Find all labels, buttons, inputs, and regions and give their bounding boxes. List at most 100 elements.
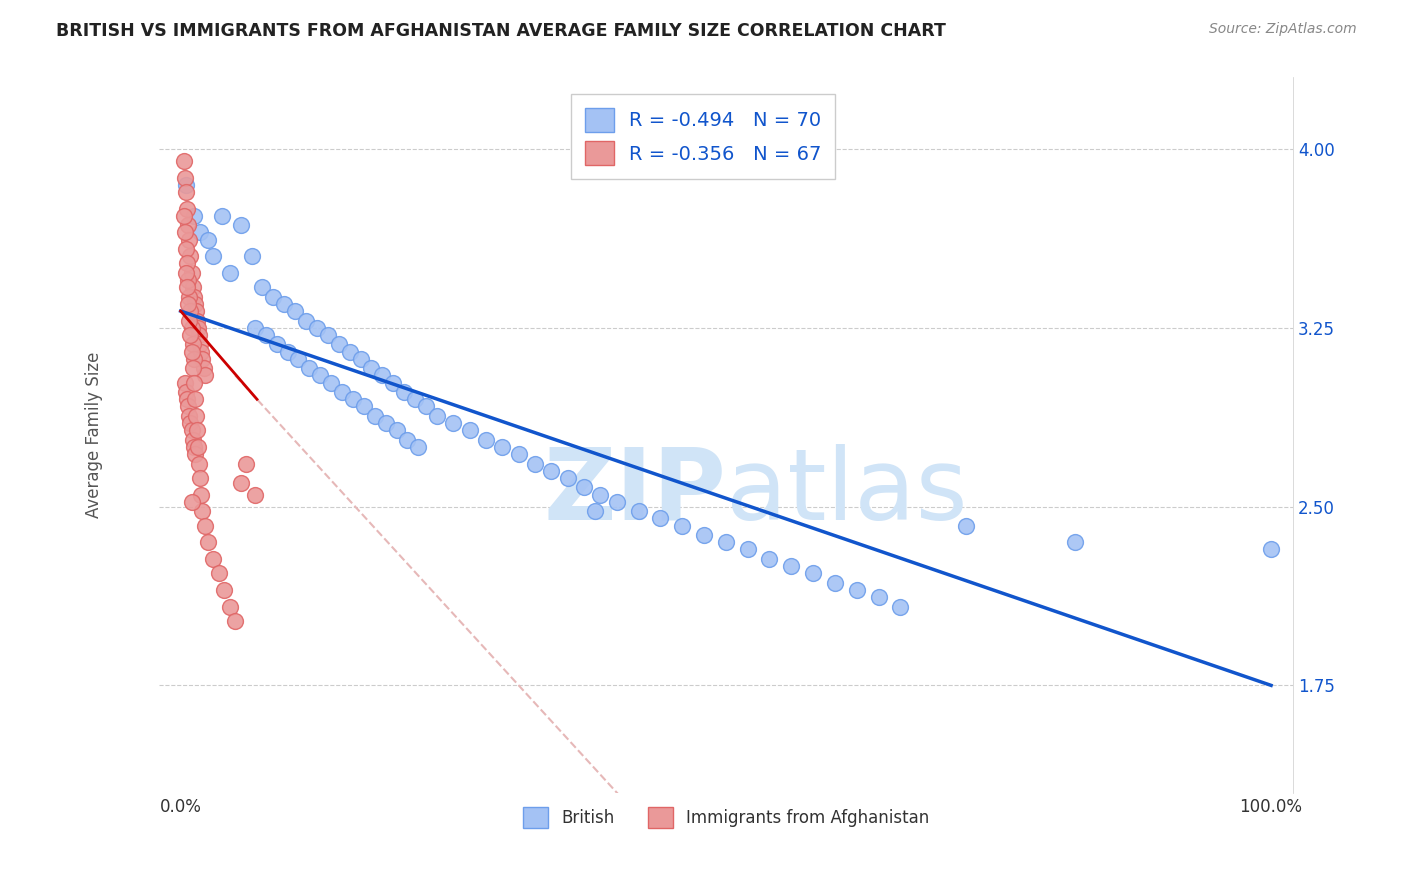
Point bbox=[342, 392, 364, 407]
Point bbox=[441, 416, 464, 430]
Point bbox=[385, 423, 408, 437]
Point bbox=[179, 290, 201, 304]
Point bbox=[298, 361, 321, 376]
Point bbox=[360, 361, 382, 376]
Text: atlas: atlas bbox=[725, 443, 967, 541]
Point bbox=[229, 219, 252, 233]
Text: BRITISH VS IMMIGRANTS FROM AFGHANISTAN AVERAGE FAMILY SIZE CORRELATION CHART: BRITISH VS IMMIGRANTS FROM AFGHANISTAN A… bbox=[56, 22, 946, 40]
Point bbox=[889, 599, 911, 614]
Point bbox=[179, 233, 201, 247]
Point bbox=[181, 280, 204, 294]
Point bbox=[392, 385, 415, 400]
Point bbox=[197, 535, 219, 549]
Point bbox=[179, 416, 201, 430]
Point bbox=[235, 457, 257, 471]
Point bbox=[328, 337, 350, 351]
Point bbox=[671, 518, 693, 533]
Point bbox=[371, 368, 394, 383]
Point bbox=[180, 423, 202, 437]
Point bbox=[868, 590, 890, 604]
Point bbox=[650, 511, 672, 525]
Point bbox=[1260, 542, 1282, 557]
Point bbox=[177, 297, 200, 311]
Point bbox=[191, 504, 214, 518]
Point bbox=[309, 368, 332, 383]
Point bbox=[187, 320, 209, 334]
Point bbox=[276, 344, 298, 359]
Point bbox=[186, 313, 208, 327]
Point bbox=[254, 327, 277, 342]
Point bbox=[179, 304, 201, 318]
Point bbox=[714, 535, 737, 549]
Point bbox=[193, 361, 215, 376]
Point bbox=[243, 488, 266, 502]
Point bbox=[305, 320, 328, 334]
Point bbox=[845, 582, 868, 597]
Point bbox=[188, 471, 211, 485]
Point bbox=[190, 488, 212, 502]
Point bbox=[824, 575, 846, 590]
Text: ZIP: ZIP bbox=[543, 443, 725, 541]
Point bbox=[491, 440, 513, 454]
Point bbox=[179, 249, 201, 263]
Text: Source: ZipAtlas.com: Source: ZipAtlas.com bbox=[1209, 22, 1357, 37]
Point bbox=[202, 249, 225, 263]
Point bbox=[194, 518, 217, 533]
Point bbox=[540, 464, 562, 478]
Point bbox=[179, 409, 201, 423]
Point bbox=[415, 400, 437, 414]
Point bbox=[184, 447, 207, 461]
Point bbox=[194, 368, 217, 383]
Point bbox=[188, 226, 211, 240]
Point bbox=[955, 518, 977, 533]
Point bbox=[202, 552, 225, 566]
Point bbox=[330, 385, 353, 400]
Point bbox=[224, 614, 246, 628]
Point bbox=[174, 170, 197, 185]
Point bbox=[179, 313, 201, 327]
Point bbox=[524, 457, 547, 471]
Point bbox=[177, 273, 200, 287]
Point bbox=[404, 392, 426, 407]
Point bbox=[184, 304, 207, 318]
Point bbox=[176, 256, 198, 270]
Point bbox=[173, 209, 195, 223]
Point bbox=[426, 409, 449, 423]
Point bbox=[801, 566, 824, 581]
Point bbox=[184, 409, 207, 423]
Point bbox=[295, 313, 318, 327]
Point bbox=[396, 433, 419, 447]
Point bbox=[180, 320, 202, 334]
Point bbox=[252, 280, 274, 294]
Point bbox=[583, 504, 606, 518]
Point bbox=[214, 582, 236, 597]
Point bbox=[508, 447, 530, 461]
Point bbox=[184, 297, 207, 311]
Legend: British, Immigrants from Afghanistan: British, Immigrants from Afghanistan bbox=[516, 801, 936, 834]
Point bbox=[190, 344, 212, 359]
Point bbox=[780, 559, 803, 574]
Point bbox=[174, 266, 197, 280]
Point bbox=[179, 327, 201, 342]
Point bbox=[180, 495, 202, 509]
Point bbox=[191, 351, 214, 366]
Point bbox=[174, 178, 197, 192]
Point bbox=[475, 433, 498, 447]
Point bbox=[174, 376, 197, 390]
Point bbox=[176, 392, 198, 407]
Point bbox=[758, 552, 780, 566]
Point bbox=[186, 423, 208, 437]
Point bbox=[349, 351, 371, 366]
Point bbox=[188, 327, 211, 342]
Point bbox=[188, 337, 211, 351]
Point bbox=[374, 416, 396, 430]
Point bbox=[240, 249, 263, 263]
Point bbox=[184, 392, 207, 407]
Point bbox=[266, 337, 288, 351]
Point bbox=[382, 376, 405, 390]
Point bbox=[174, 242, 197, 256]
Point bbox=[321, 376, 343, 390]
Point bbox=[218, 599, 240, 614]
Point bbox=[693, 528, 716, 542]
Point bbox=[173, 153, 195, 168]
